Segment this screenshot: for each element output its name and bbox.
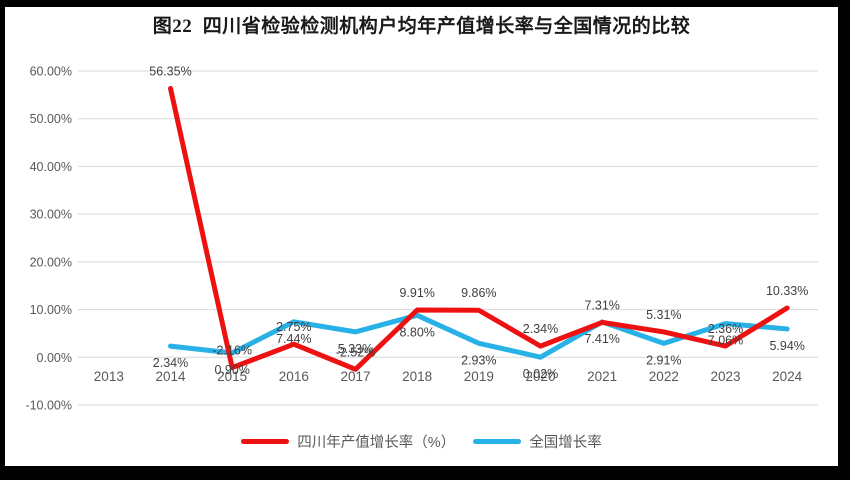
x-axis-tick-label: 2022 [649, 369, 679, 384]
data-label: 2.91% [646, 353, 681, 367]
data-label: 10.33% [766, 284, 808, 298]
data-label: 9.91% [399, 286, 434, 300]
y-axis-tick-label: 10.00% [30, 303, 72, 317]
legend-item-sichuan: 四川年产值增长率（%） [241, 431, 455, 452]
x-axis-tick-label: 2018 [402, 369, 432, 384]
series-line-national [168, 312, 790, 360]
data-label: 56.35% [149, 64, 191, 78]
data-label: 2.36% [708, 322, 743, 336]
data-label: 2.75% [276, 320, 311, 334]
y-axis-tick-label: 40.00% [30, 160, 72, 174]
data-label: 8.80% [399, 325, 434, 339]
data-label: 9.86% [461, 286, 496, 300]
legend-label-sichuan: 四川年产值增长率（%） [297, 435, 456, 451]
x-axis-tick-label: 2021 [587, 369, 617, 384]
x-axis-tick-label: 2015 [217, 369, 247, 384]
data-label: 2.34% [153, 356, 188, 370]
y-axis-tick-label: 60.00% [30, 65, 72, 79]
data-label: 2.34% [523, 322, 558, 336]
legend-label-national: 全国增长率 [529, 435, 602, 451]
series-line-sichuan [168, 85, 790, 372]
x-axis-tick-label: 2019 [464, 369, 494, 384]
data-label: 7.06% [708, 334, 743, 348]
data-label: -2.52% [336, 345, 376, 359]
legend-item-national: 全国增长率 [473, 431, 602, 452]
data-label: -2.16% [212, 344, 252, 358]
data-label: 5.33% [338, 342, 373, 356]
x-axis-tick-label: 2016 [279, 369, 309, 384]
x-axis-tick-label: 2024 [772, 369, 803, 384]
data-label: 7.31% [584, 298, 619, 312]
y-axis-tick-label: 50.00% [30, 112, 72, 126]
data-label: 0.02% [523, 367, 558, 381]
data-label: 0.90% [214, 363, 249, 377]
data-label: 5.31% [646, 308, 681, 322]
x-axis-tick-label: 2023 [710, 369, 740, 384]
line-chart: 60.00% 50.00% 40.00% 30.00% 20.00% 10.00% 0.00… [25, 64, 818, 413]
chart-legend: 四川年产值增长率（%） 全国增长率 [5, 431, 838, 452]
data-label: 7.41% [584, 332, 619, 346]
x-axis-tick-label: 2020 [525, 369, 555, 384]
x-axis-tick-label: 2013 [94, 369, 124, 384]
y-axis-tick-label: 30.00% [30, 208, 72, 222]
chart-panel: 图22 四川省检验检测机构户均年产值增长率与全国情况的比较 60.00% 50.0… [5, 7, 838, 466]
chart-title: 图22 四川省检验检测机构户均年产值增长率与全国情况的比较 [152, 16, 691, 37]
red-line-swatch-icon [241, 439, 290, 444]
y-axis-tick-label: 0.00% [37, 351, 72, 365]
x-axis-tick-label: 2017 [340, 369, 370, 384]
y-axis-tick-label: 20.00% [30, 255, 72, 269]
x-axis-tick-label: 2014 [155, 369, 186, 384]
blue-line-swatch-icon [473, 439, 522, 444]
y-axis-tick-label: -10.00% [25, 399, 72, 413]
data-label: 5.94% [769, 339, 804, 353]
data-label: 2.93% [461, 353, 496, 367]
data-label: 7.44% [276, 332, 311, 346]
